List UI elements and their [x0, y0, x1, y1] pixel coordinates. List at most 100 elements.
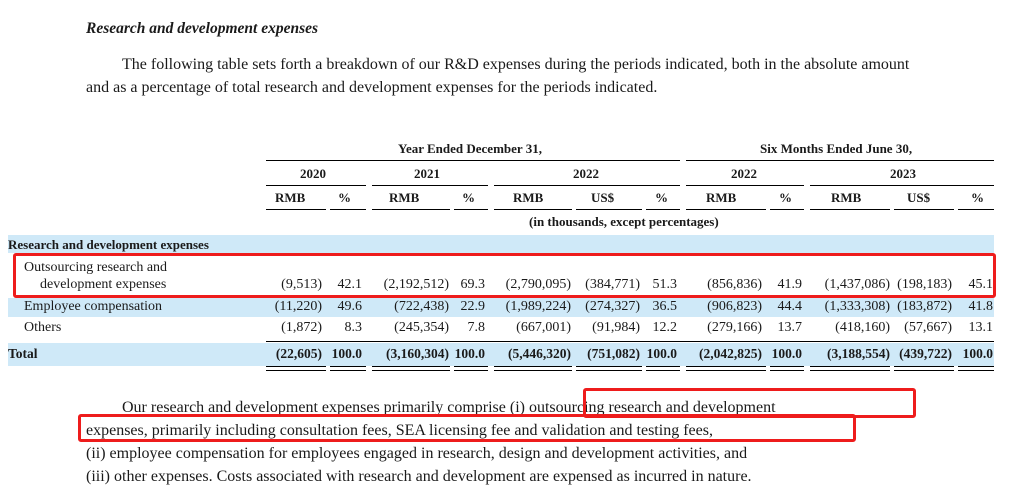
total-double-rule-6	[646, 366, 680, 371]
total-double-rule-9	[810, 366, 890, 371]
cell-others-2: (245,354)	[394, 320, 449, 335]
col-usd-2022: US$	[591, 190, 615, 205]
section-heading: Research and development expenses	[86, 20, 319, 37]
cell-outsourcing-5: (384,771)	[585, 277, 640, 292]
para-line-1a: Our research and development expenses pr…	[122, 399, 510, 416]
year-rule-2022	[494, 185, 680, 186]
group-rule-year	[266, 160, 680, 161]
cell-total-3: 100.0	[454, 346, 485, 361]
cell-total-4: (5,446,320)	[508, 346, 571, 361]
col-pct-2023-six: %	[971, 190, 984, 205]
cell-outsourcing-2: (2,192,512)	[383, 277, 449, 292]
cell-others-5: (91,984)	[592, 320, 640, 335]
cell-outsourcing-4: (2,790,095)	[505, 277, 571, 292]
col-rmb-2020: RMB	[275, 190, 306, 205]
col-usd-2023-six: US$	[907, 190, 931, 205]
year-2020: 2020	[300, 166, 326, 181]
cell-others-7: (279,166)	[707, 320, 762, 335]
group-header-year: Year Ended December 31,	[398, 141, 542, 156]
col-rule-1	[266, 209, 326, 210]
year-2021: 2021	[414, 166, 440, 181]
cell-employee-10: (183,872)	[897, 299, 952, 314]
year-rule-2020	[266, 185, 366, 186]
total-double-rule-10	[894, 366, 954, 371]
cell-total-2: (3,160,304)	[386, 346, 449, 361]
cell-others-10: (57,667)	[904, 320, 952, 335]
row-label-total: Total	[8, 346, 38, 361]
col-rule-11	[894, 209, 954, 210]
cell-others-11: 13.1	[968, 320, 994, 335]
total-top-rule	[266, 341, 994, 342]
cell-employee-4: (1,989,224)	[505, 299, 571, 314]
year-rule-2022-six	[686, 185, 804, 186]
row-label-others: Others	[24, 320, 62, 335]
year-2022-six: 2022	[731, 166, 757, 181]
cell-others-8: 13.7	[777, 320, 803, 335]
col-rule-5	[494, 209, 572, 210]
year-2023-six: 2023	[890, 166, 916, 181]
year-rule-2023-six	[810, 185, 994, 186]
cell-total-6: 100.0	[646, 346, 677, 361]
col-pct-2020: %	[338, 190, 351, 205]
cell-others-3: 7.8	[467, 320, 486, 335]
cell-outsourcing-1: 42.1	[337, 277, 363, 292]
para-line-4: (iii) other expenses. Costs associated w…	[86, 468, 752, 485]
cell-total-7: (2,042,825)	[699, 346, 762, 361]
section-label-band	[8, 235, 994, 253]
cell-employee-6: 36.5	[652, 299, 678, 314]
cell-employee-3: 22.9	[460, 299, 486, 314]
cell-employee-11: 41.8	[968, 299, 994, 314]
para-line-2: expenses, primarily including consultati…	[86, 422, 713, 439]
cell-outsourcing-10: (198,183)	[897, 277, 952, 292]
cell-outsourcing-7: (856,836)	[707, 277, 762, 292]
col-rule-4	[454, 209, 488, 210]
total-double-rule-8	[770, 366, 804, 371]
col-rmb-2022: RMB	[513, 190, 544, 205]
cell-outsourcing-9: (1,437,086)	[824, 277, 890, 292]
row-label-outsourcing-2: development expenses	[40, 277, 167, 292]
cell-total-5: (751,082)	[587, 346, 640, 361]
cell-total-0: (22,605)	[275, 346, 322, 361]
section-label: Research and development expenses	[8, 237, 209, 252]
cell-others-0: (1,872)	[281, 320, 322, 335]
total-double-rule-11	[958, 366, 994, 371]
description-paragraph: Our research and development expenses pr…	[86, 396, 916, 488]
col-rule-7	[646, 209, 680, 210]
cell-employee-8: 44.4	[777, 299, 803, 314]
total-double-rule-4	[494, 366, 572, 371]
cell-employee-2: (722,438)	[394, 299, 449, 314]
col-rule-3	[372, 209, 450, 210]
cell-total-1: 100.0	[331, 346, 362, 361]
cell-others-9: (418,160)	[835, 320, 890, 335]
intro-paragraph: The following table sets forth a breakdo…	[86, 56, 910, 96]
para-line-1b: (i) outsourcing research and development	[509, 399, 776, 416]
cell-outsourcing-11: 45.1	[968, 277, 994, 292]
cell-employee-7: (906,823)	[707, 299, 762, 314]
col-rmb-2022-six: RMB	[706, 190, 737, 205]
col-rule-2	[330, 209, 366, 210]
total-double-rule-3	[454, 366, 488, 371]
units-note: (in thousands, except percentages)	[529, 214, 719, 229]
year-2022: 2022	[573, 166, 599, 181]
group-header-six-months: Six Months Ended June 30,	[760, 141, 913, 156]
row-band-employee	[8, 298, 994, 317]
year-rule-2021	[372, 185, 488, 186]
cell-outsourcing-0: (9,513)	[281, 277, 322, 292]
col-rule-10	[810, 209, 890, 210]
cell-employee-5: (274,327)	[585, 299, 640, 314]
col-pct-2022: %	[655, 190, 668, 205]
cell-others-1: 8.3	[344, 320, 363, 335]
cell-others-4: (667,001)	[516, 320, 571, 335]
para-line-3: (ii) employee compensation for employees…	[86, 445, 748, 462]
col-rmb-2021: RMB	[389, 190, 420, 205]
cell-employee-1: 49.6	[337, 299, 363, 314]
cell-total-9: (3,188,554)	[827, 346, 890, 361]
col-rule-8	[686, 209, 766, 210]
total-double-rule-1	[330, 366, 366, 371]
group-rule-six-months	[686, 160, 994, 161]
total-double-rule-7	[686, 366, 766, 371]
col-pct-2021: %	[462, 190, 475, 205]
row-label-outsourcing: Outsourcing research and	[24, 260, 168, 275]
cell-employee-9: (1,333,308)	[824, 299, 890, 314]
cell-outsourcing-6: 51.3	[652, 277, 678, 292]
